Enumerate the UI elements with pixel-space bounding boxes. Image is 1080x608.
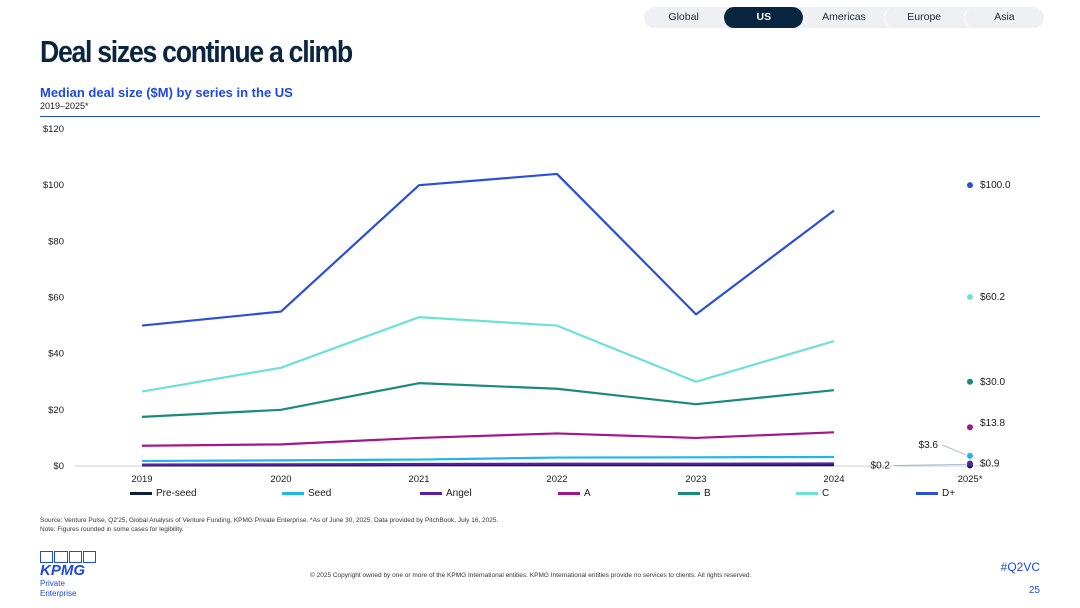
legend-item: D+ [916, 488, 955, 499]
series-line-angel [141, 462, 835, 466]
end-label-d: $100.0 [980, 180, 1011, 191]
x-tick-label: 2019 [131, 474, 152, 485]
x-tick-label: 2022 [546, 474, 567, 485]
series-line-a [141, 431, 835, 447]
legend-label: Seed [308, 488, 332, 499]
line-chart: $0 $20 $40 $60 $80 $100 $120 2019 2020 2021 2022 20… [43, 124, 1011, 485]
x-tick-label: 2020 [270, 474, 291, 485]
note-line: Note: Figures rounded in some cases for … [40, 526, 184, 533]
series-line-d [141, 172, 835, 327]
legend-swatch [678, 492, 700, 495]
legend-swatch [916, 492, 938, 495]
region-tabs: Global US Americas Europe Asia [644, 7, 1044, 28]
hashtag: #Q2VC [1000, 560, 1040, 574]
source-note: Source: Venture Pulse, Q2'25, Global Ana… [40, 516, 498, 534]
end-label-preseed: $0.2 [871, 460, 891, 471]
end-marker-c [967, 293, 973, 300]
end-label-b: $30.0 [980, 377, 1005, 388]
y-tick-label: $100 [43, 180, 64, 191]
legend-swatch [796, 492, 818, 495]
tab-europe[interactable]: Europe [883, 7, 964, 28]
page-title: Deal sizes continue a climb [40, 34, 353, 69]
logo-text: KPMG [40, 562, 85, 579]
y-tick-label: $60 [48, 293, 64, 304]
chart-subtitle: Median deal size ($M) by series in the U… [40, 85, 293, 100]
legend-label: Pre-seed [156, 488, 197, 499]
x-tick-label: 2021 [408, 474, 429, 485]
end-label-angel: $0.9 [980, 458, 1000, 469]
title-divider [40, 116, 1040, 117]
legend-label: C [822, 488, 830, 499]
chart-period: 2019–2025* [40, 101, 89, 111]
legend-swatch [130, 492, 152, 495]
end-marker-b [967, 378, 973, 385]
end-label-a: $13.8 [980, 418, 1005, 429]
legend-label: Angel [446, 488, 472, 499]
legend-swatch [420, 492, 442, 495]
tab-americas[interactable]: Americas [803, 7, 883, 28]
logo-boxes-icon [40, 551, 96, 563]
legend-item: Seed [282, 488, 331, 499]
legend-label: B [704, 488, 711, 499]
end-marker-d [967, 182, 973, 189]
kpmg-logo: KPMG Private Enterprise [40, 551, 96, 599]
end-marker-a [967, 424, 973, 431]
series-line-b [141, 382, 835, 418]
legend-label: D+ [942, 488, 956, 499]
legend-item: B [678, 488, 711, 499]
legend-swatch [282, 492, 304, 495]
y-tick-label: $80 [48, 236, 64, 247]
y-tick-label: $40 [48, 349, 64, 360]
tab-us[interactable]: US [723, 7, 804, 28]
x-tick-label: 2025* [958, 474, 983, 485]
series-line-seed [141, 455, 835, 463]
chart-legend: Pre-seed Seed Angel A B C D+ [130, 488, 970, 502]
x-tick-label: 2024 [823, 474, 844, 485]
series-line-c [141, 316, 835, 393]
tab-global[interactable]: Global [668, 11, 699, 23]
y-tick-label: $20 [48, 405, 64, 416]
leader-line [941, 444, 967, 456]
tab-asia[interactable]: Asia [963, 7, 1044, 28]
leader-line [893, 464, 967, 466]
x-tick-label: 2023 [685, 474, 706, 485]
y-tick-label: $120 [43, 124, 64, 135]
legend-item: C [796, 488, 829, 499]
y-tick-label: $0 [53, 461, 64, 472]
legend-item: Pre-seed [130, 488, 197, 499]
end-marker-angel [967, 460, 973, 467]
end-marker-seed [967, 452, 973, 459]
page-number: 25 [1028, 585, 1040, 596]
end-label-c: $60.2 [980, 292, 1005, 303]
legend-swatch [558, 492, 580, 495]
copyright: © 2025 Copyright owned by one or more of… [310, 572, 752, 579]
source-line: Source: Venture Pulse, Q2'25, Global Ana… [40, 517, 499, 524]
legend-label: A [584, 488, 591, 499]
logo-subtext: Private Enterprise [40, 579, 77, 598]
legend-item: Angel [420, 488, 472, 499]
end-label-seed: $3.6 [919, 440, 939, 451]
legend-item: A [558, 488, 591, 499]
